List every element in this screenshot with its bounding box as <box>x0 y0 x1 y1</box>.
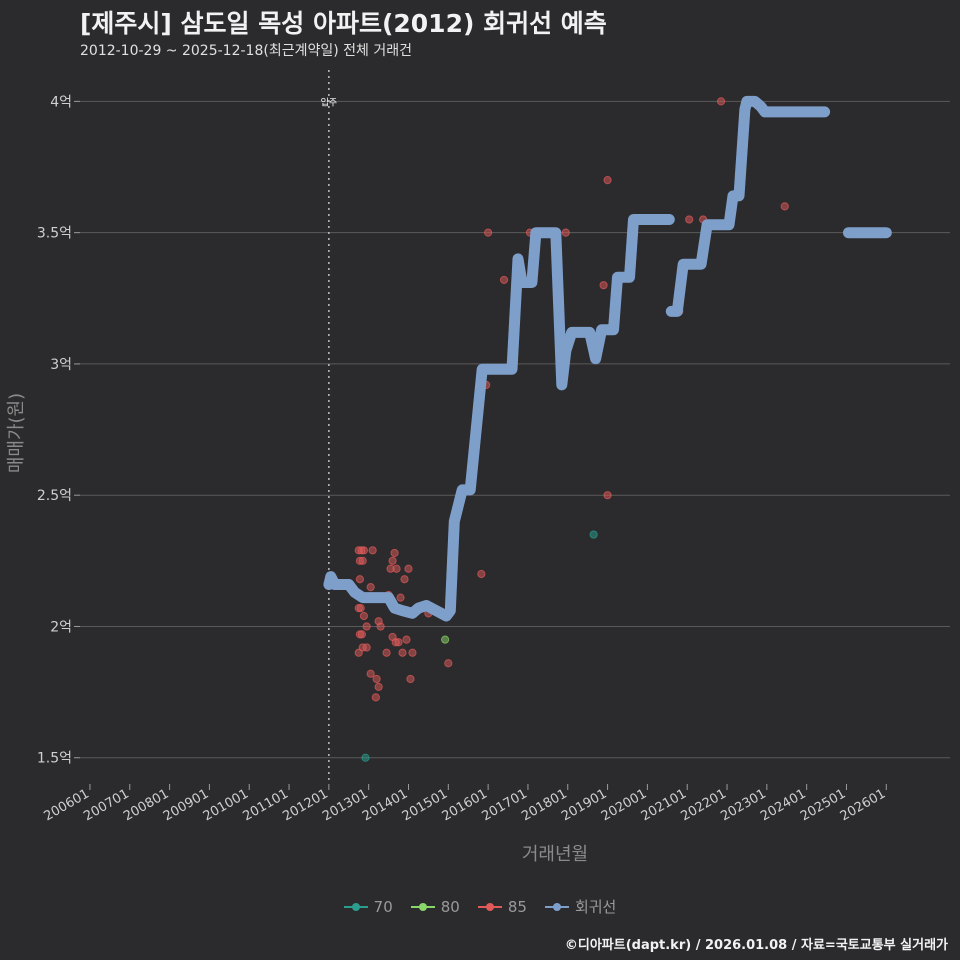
y-axis-title: 매매가(원) <box>6 393 27 473</box>
source-caption: ©디아파트(dapt.kr) / 2026.01.08 / 자료=국토교통부 실… <box>564 938 948 953</box>
data-point-85 <box>603 491 612 500</box>
data-point-85 <box>376 622 385 631</box>
y-tick-label: 4억 <box>50 94 72 110</box>
chart-title: [제주시] 삼도일 목성 아파트(2012) 회귀선 예측 <box>80 9 607 38</box>
data-point-85 <box>400 575 409 584</box>
data-point-85 <box>402 635 411 644</box>
data-point-85 <box>388 556 397 565</box>
data-point-85 <box>359 546 368 555</box>
regression-line-segment <box>323 214 675 622</box>
data-point-85 <box>356 603 365 613</box>
chart-subtitle: 2012-10-29 ~ 2025-12-18(최근계약일) 전체 거래건 <box>80 43 412 59</box>
legend-key-regression <box>544 900 569 914</box>
data-point-85 <box>392 564 401 573</box>
data-point-85 <box>382 648 391 657</box>
y-tick-label: 3.5억 <box>37 226 72 242</box>
data-point-85 <box>358 556 367 565</box>
data-point-85 <box>394 638 403 647</box>
legend-label-80: 80 <box>440 897 460 916</box>
data-point-85 <box>362 622 371 631</box>
legend-key-85 <box>477 900 502 914</box>
y-tick-label: 3억 <box>50 357 72 373</box>
y-tick-label: 2.5억 <box>37 488 72 504</box>
data-point-85 <box>561 228 570 237</box>
y-tick-label: 2억 <box>50 619 72 635</box>
data-point-85 <box>355 630 365 639</box>
data-point-85 <box>406 674 415 684</box>
data-point-85 <box>603 176 612 185</box>
data-point-70 <box>361 753 370 762</box>
legend-item-85: 85 <box>477 896 527 917</box>
legend-key-70 <box>343 900 368 914</box>
move-in-label: 입주 <box>321 96 338 108</box>
data-point-85 <box>396 593 405 602</box>
data-point-85 <box>366 582 375 592</box>
data-point-85 <box>685 215 694 224</box>
data-point-85 <box>374 682 383 691</box>
data-point-85 <box>408 648 417 657</box>
y-tick-label: 1.5억 <box>37 751 72 767</box>
legend-label-85: 85 <box>507 897 527 916</box>
data-point-85 <box>362 643 371 652</box>
legend-item-80: 80 <box>410 896 460 917</box>
data-point-85 <box>780 202 789 211</box>
data-point-85 <box>371 693 380 702</box>
data-point-85 <box>398 648 407 657</box>
data-point-80 <box>441 635 450 644</box>
data-point-85 <box>366 669 375 678</box>
legend-label-70: 70 <box>373 897 393 916</box>
data-point-85 <box>404 564 413 573</box>
data-point-85 <box>390 548 399 558</box>
x-axis-title: 거래년월 <box>522 844 588 865</box>
data-point-85 <box>477 569 486 579</box>
data-point-85 <box>444 659 453 668</box>
legend-item-regression: 회귀선 <box>544 896 617 917</box>
data-point-85 <box>372 674 381 684</box>
data-point-85 <box>484 228 493 237</box>
legend-item-70: 70 <box>343 896 393 917</box>
legend-key-80 <box>410 900 435 914</box>
legend: 70 80 85 회귀선 <box>0 896 960 917</box>
x-tick-label: 202601 <box>838 786 888 824</box>
data-point-85 <box>355 575 365 584</box>
data-point-70 <box>589 530 598 539</box>
data-point-85 <box>368 546 377 555</box>
data-point-85 <box>599 281 608 290</box>
data-point-85 <box>359 611 368 621</box>
regression-line-segment <box>665 95 831 317</box>
data-point-85 <box>499 275 509 285</box>
legend-label-regression: 회귀선 <box>574 898 617 916</box>
data-point-85 <box>716 97 726 106</box>
